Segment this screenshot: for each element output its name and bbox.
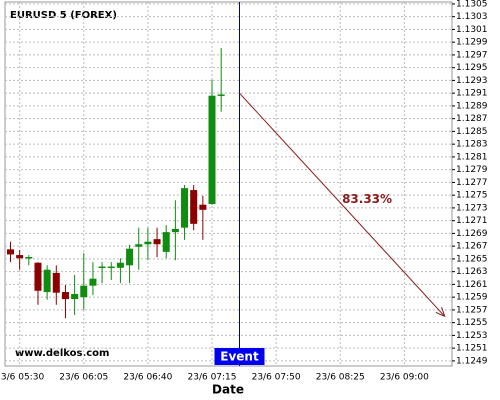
y-tick-label: 1.1281	[456, 152, 488, 162]
candle-body	[71, 293, 79, 300]
candle-body	[208, 95, 216, 205]
plot-frame	[4, 1, 453, 367]
y-tick-label: 1.1279	[456, 165, 488, 175]
y-tick-label: 1.1275	[456, 191, 488, 201]
candle-body	[6, 249, 14, 255]
x-axis-label: Date	[212, 383, 244, 397]
y-tick-label: 1.1301	[456, 25, 488, 35]
x-tick-label: 23/6 09:00	[380, 373, 429, 383]
x-tick-label: 23/6 06:05	[59, 373, 108, 383]
candle-body	[34, 262, 42, 291]
y-tick-label: 1.1293	[456, 76, 488, 86]
y-tick-label: 1.1249	[456, 356, 488, 366]
candle-body	[171, 228, 179, 233]
event-label: Event	[220, 350, 259, 364]
x-tick-label: 23/6 08:25	[316, 373, 365, 383]
x-tick-label: 23/6 05:30	[0, 373, 44, 383]
y-tick-label: 1.1255	[456, 318, 488, 328]
candle-body	[135, 244, 143, 247]
y-tick-label: 1.1283	[456, 140, 488, 150]
candle-body	[25, 256, 33, 259]
x-tick-label: 23/6 07:15	[188, 373, 237, 383]
candle-body	[80, 285, 88, 298]
y-tick-label: 1.1287	[456, 114, 488, 124]
y-tick-label: 1.1259	[456, 293, 488, 303]
candle-body	[199, 204, 207, 210]
y-tick-label: 1.1269	[456, 229, 488, 239]
candle-body	[16, 255, 24, 259]
candle-body	[43, 269, 51, 293]
y-tick-label: 1.1251	[456, 344, 488, 354]
candle-body	[61, 292, 69, 300]
y-tick-label: 1.1273	[456, 203, 488, 213]
y-tick-label: 1.1261	[456, 280, 488, 290]
candle-body	[116, 262, 124, 268]
y-tick-label: 1.1295	[456, 63, 488, 73]
chart-title: EURUSD 5 (FOREX)	[10, 10, 117, 21]
candle-body	[181, 188, 189, 228]
y-tick-label: 1.1297	[456, 50, 488, 60]
y-tick-label: 1.1271	[456, 216, 488, 226]
candle-body	[98, 266, 106, 269]
y-tick-label: 1.1285	[456, 127, 488, 137]
annotation: 83.33%	[342, 192, 392, 206]
watermark: www.delkos.com	[15, 348, 109, 359]
candle-body	[153, 239, 161, 245]
x-tick-label: 23/6 06:40	[123, 373, 172, 383]
candle-body	[52, 272, 60, 293]
y-tick-label: 1.1277	[456, 178, 488, 188]
candle-body	[89, 278, 97, 286]
y-tick-label: 1.1267	[456, 242, 488, 252]
y-tick-label: 1.1305	[456, 0, 488, 9]
y-tick-label: 1.1265	[456, 254, 488, 264]
candle-body	[190, 190, 198, 224]
event-label-box	[214, 348, 265, 365]
y-tick-label: 1.1263	[456, 267, 488, 277]
y-tick-label: 1.1257	[456, 305, 488, 315]
y-tick-label: 1.1299	[456, 38, 488, 48]
y-tick-label: 1.1291	[456, 89, 488, 99]
y-tick-label: 1.1289	[456, 101, 488, 111]
candle-body	[217, 94, 225, 96]
y-tick-label: 1.1253	[456, 331, 488, 341]
prediction-arrow	[239, 92, 444, 316]
candle-body	[144, 241, 152, 245]
x-tick-label: 23/6 07:50	[252, 373, 301, 383]
y-tick-label: 1.1303	[456, 12, 488, 22]
candle-body	[126, 248, 134, 266]
candle-body	[162, 232, 170, 252]
candle-body	[107, 266, 115, 269]
